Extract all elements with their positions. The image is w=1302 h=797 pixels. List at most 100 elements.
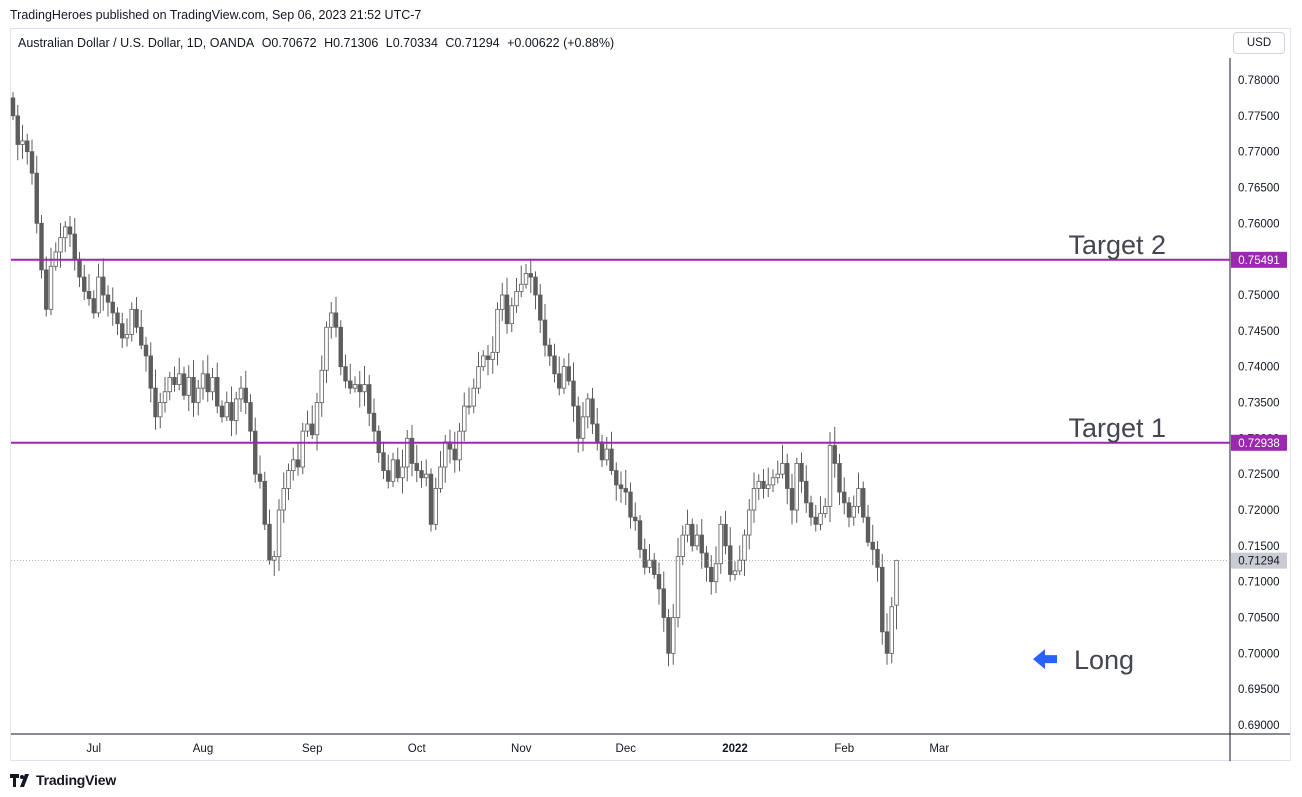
legend-high: H0.71306 bbox=[324, 36, 379, 50]
y-tick-label: 0.69500 bbox=[1238, 684, 1280, 696]
x-tick-label: Aug bbox=[193, 743, 213, 755]
candle-body bbox=[438, 466, 443, 489]
candle-body bbox=[685, 523, 690, 536]
candle-body bbox=[148, 355, 153, 389]
candle-body bbox=[162, 391, 168, 403]
candle-body bbox=[566, 366, 571, 382]
candle-body bbox=[362, 384, 367, 393]
y-tick-label: 0.77500 bbox=[1238, 111, 1280, 123]
candle-body bbox=[324, 326, 329, 371]
candle-body bbox=[747, 509, 752, 536]
symbol-legend: Australian Dollar / U.S. Dollar, 1D, OAN… bbox=[18, 36, 618, 50]
x-tick-label: Feb bbox=[834, 743, 854, 755]
candle-body bbox=[129, 308, 134, 335]
candle-body bbox=[785, 463, 790, 489]
candle-body bbox=[196, 387, 201, 403]
candle-body bbox=[694, 534, 700, 547]
y-tick-label: 0.72500 bbox=[1238, 469, 1280, 481]
candle-body bbox=[861, 488, 866, 518]
candle-body bbox=[120, 323, 125, 339]
candle-body bbox=[234, 398, 239, 421]
x-tick-label: Nov bbox=[511, 743, 532, 755]
candle-body bbox=[457, 430, 462, 461]
candle-body bbox=[158, 402, 163, 418]
candle-body bbox=[500, 294, 505, 310]
candle-body bbox=[713, 563, 719, 583]
candle-body bbox=[889, 606, 894, 654]
candle-body bbox=[86, 291, 92, 299]
candle-body bbox=[528, 273, 533, 278]
candle-body bbox=[39, 222, 44, 271]
candle-body bbox=[642, 549, 647, 568]
candle-body bbox=[177, 373, 182, 385]
candle-body bbox=[794, 463, 799, 511]
candle-body bbox=[276, 509, 282, 557]
x-tick-label: Sep bbox=[302, 743, 322, 755]
candle-body bbox=[253, 430, 258, 475]
candle-body bbox=[395, 459, 400, 479]
candle-body bbox=[272, 556, 277, 561]
candle-body bbox=[780, 463, 785, 475]
candle-body bbox=[390, 459, 396, 482]
legend-low: L0.70334 bbox=[385, 36, 438, 50]
candle-body bbox=[547, 344, 552, 357]
y-tick-label: 0.76000 bbox=[1238, 218, 1280, 230]
candle-body bbox=[357, 384, 362, 393]
candle-body bbox=[338, 326, 343, 368]
candle-body bbox=[495, 308, 500, 353]
candle-body bbox=[666, 617, 671, 654]
candle-body bbox=[865, 516, 871, 543]
candle-body bbox=[789, 488, 795, 511]
candle-body bbox=[599, 441, 605, 461]
y-tick-label: 0.69000 bbox=[1238, 720, 1280, 732]
candle-body bbox=[894, 560, 899, 606]
candle-body bbox=[471, 387, 476, 407]
x-tick-label: Oct bbox=[408, 743, 427, 755]
candle-body bbox=[490, 351, 495, 360]
candle-body bbox=[343, 366, 348, 382]
candle-body bbox=[628, 491, 633, 518]
candle-body bbox=[709, 566, 714, 583]
candle-body bbox=[143, 344, 149, 357]
candle-body bbox=[72, 233, 77, 260]
candle-body bbox=[656, 574, 662, 590]
candle-body bbox=[10, 97, 16, 117]
candle-body bbox=[238, 387, 244, 400]
candle-body bbox=[367, 384, 372, 414]
candle-body bbox=[718, 523, 723, 565]
candle-body bbox=[295, 459, 301, 468]
candle-body bbox=[580, 416, 586, 439]
candle-body bbox=[808, 502, 814, 518]
candle-body bbox=[775, 473, 780, 479]
currency-button[interactable]: USD bbox=[1233, 32, 1285, 54]
candle-body bbox=[870, 541, 875, 550]
candle-body bbox=[751, 488, 757, 511]
candle-body bbox=[310, 423, 315, 436]
candle-body bbox=[823, 506, 828, 514]
candle-body bbox=[101, 276, 106, 296]
long-annotation: Long bbox=[1074, 645, 1134, 675]
candle-body bbox=[329, 312, 334, 328]
last-price-label-bg bbox=[1231, 552, 1287, 569]
tradingview-logo[interactable]: TradingView bbox=[10, 771, 116, 789]
candle-body bbox=[799, 463, 804, 482]
candle-body bbox=[291, 459, 296, 471]
candle-body bbox=[153, 387, 158, 418]
candle-body bbox=[742, 534, 747, 561]
candle-body bbox=[34, 172, 39, 224]
candle-body bbox=[105, 294, 111, 303]
legend-open: O0.70672 bbox=[261, 36, 317, 50]
candle-body bbox=[25, 140, 30, 153]
candle-body bbox=[167, 377, 172, 393]
candle-body bbox=[96, 276, 101, 314]
candle-body bbox=[614, 470, 619, 486]
arrow-left-icon bbox=[1033, 649, 1057, 670]
y-tick-label: 0.70000 bbox=[1238, 648, 1280, 660]
y-tick-label: 0.72000 bbox=[1238, 505, 1280, 517]
candle-body bbox=[680, 534, 685, 557]
candle-body bbox=[557, 373, 562, 389]
candle-body bbox=[386, 470, 391, 482]
candle-body bbox=[761, 480, 766, 489]
y-tick-label: 0.74500 bbox=[1238, 326, 1280, 338]
